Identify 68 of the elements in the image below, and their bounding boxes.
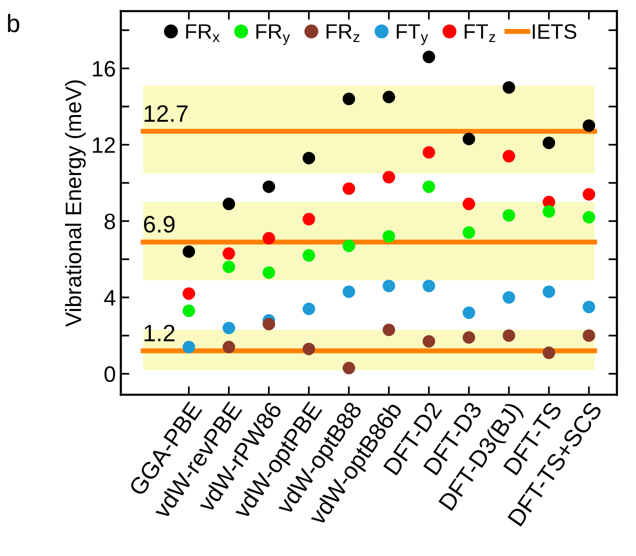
ref-line-label: 6.9 [144, 216, 175, 233]
point [222, 340, 236, 354]
point [422, 280, 436, 292]
y-tick-label: 16 [92, 60, 116, 77]
point [222, 322, 236, 334]
point [542, 346, 556, 360]
y-tick-label: 4 [104, 290, 116, 306]
point [302, 342, 316, 356]
point [502, 81, 516, 94]
point [462, 306, 476, 319]
point [502, 209, 516, 222]
point [182, 245, 196, 258]
annotation: IETS [532, 24, 576, 39]
point [502, 329, 516, 342]
point [262, 180, 276, 193]
point [542, 285, 556, 298]
y-tick-label: 12 [92, 137, 115, 153]
point [382, 170, 396, 184]
point [462, 198, 476, 210]
point [382, 230, 396, 243]
point [542, 205, 556, 218]
point [182, 287, 196, 300]
point [342, 285, 356, 298]
point [422, 50, 436, 64]
point [262, 266, 276, 279]
point [302, 249, 316, 262]
point [542, 136, 556, 150]
legend-label: FR$_{x}$ [186, 24, 220, 42]
point [582, 188, 596, 201]
point [342, 362, 356, 374]
y-tick-label: 0 [104, 366, 116, 382]
point [262, 232, 276, 244]
point [382, 90, 396, 104]
point [462, 226, 476, 239]
point [342, 182, 356, 195]
point [382, 324, 396, 336]
point [382, 280, 396, 292]
point [582, 119, 596, 132]
legend-label: FT$_{z}$ [464, 24, 496, 42]
y-axis-title: Vibrational Energy (meV) [64, 80, 86, 327]
point [262, 318, 276, 330]
point [182, 304, 196, 318]
y-tick-label: 8 [104, 214, 116, 230]
point [222, 198, 236, 210]
point [422, 146, 436, 159]
legend-label: FR$_{z}$ [326, 24, 360, 42]
point [302, 302, 316, 316]
point [302, 152, 316, 164]
point [462, 132, 476, 146]
point [502, 291, 516, 304]
point [222, 260, 236, 274]
point [342, 92, 356, 106]
point [582, 329, 596, 342]
point [222, 247, 236, 260]
point [582, 211, 596, 224]
point [302, 212, 316, 226]
legend-label: FR$_{y}$ [256, 24, 290, 46]
point [422, 180, 436, 193]
text: b [8, 14, 20, 32]
ref-line-label: 12.7 [144, 105, 188, 122]
point [342, 240, 356, 252]
point [582, 300, 596, 314]
point [422, 335, 436, 348]
point [462, 331, 476, 344]
legend-label: FT$_{y}$ [396, 24, 428, 46]
ref-line-label: 1.2 [144, 324, 174, 342]
point [502, 150, 516, 162]
point [182, 340, 196, 354]
